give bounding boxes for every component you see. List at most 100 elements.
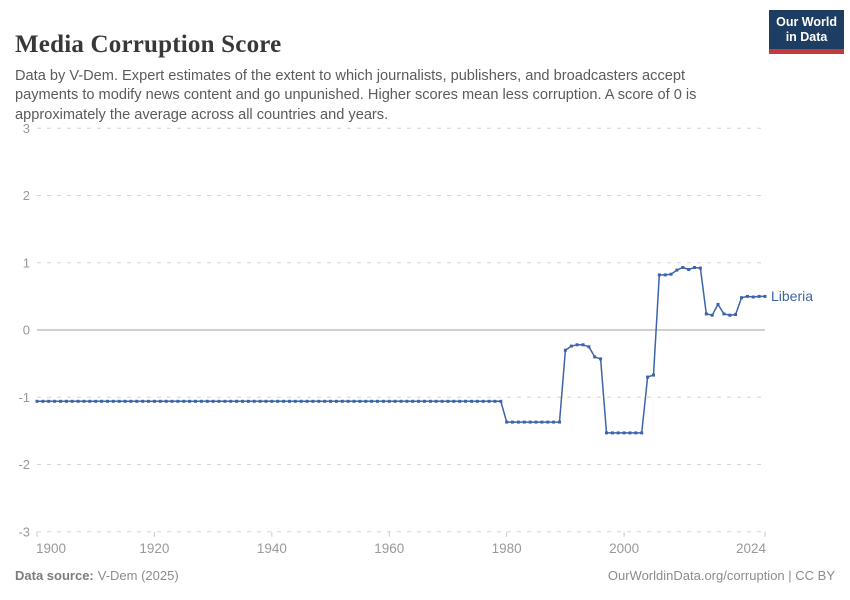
data-point-marker [681,266,685,269]
data-point-marker [558,420,561,424]
data-point-marker [534,420,538,424]
y-axis-tick-label: -3 [18,524,30,539]
owid-logo-line1: Our World [776,15,837,29]
data-point-marker [745,294,749,298]
data-point-marker [276,399,280,403]
data-point-marker [687,268,691,271]
data-point-marker [417,399,421,403]
y-axis-tick-label: 2 [23,188,30,203]
owid-logo-line2: in Data [785,29,828,44]
data-point-marker [704,312,708,316]
data-point-marker [663,273,667,277]
data-point-marker [282,399,286,403]
data-point-marker [270,399,274,403]
data-point-marker [164,399,168,403]
data-point-marker [505,420,509,424]
data-point-marker [235,399,239,403]
data-point-marker [340,399,344,403]
data-point-marker [311,399,315,403]
data-point-marker [399,399,403,403]
data-point-marker [487,399,491,403]
data-point-marker [135,399,139,403]
data-point-marker [35,399,39,403]
data-point-marker [70,399,74,403]
data-point-marker [288,399,291,403]
x-axis-tick-label: 1920 [139,541,169,556]
data-point-marker [616,431,620,435]
data-point-marker [693,266,696,269]
data-point-marker [528,420,532,424]
data-point-marker [100,399,104,403]
data-source: Data source: V-Dem (2025) [15,568,179,583]
data-point-marker [346,399,350,403]
x-axis-tick-label: 1980 [492,541,522,556]
data-point-marker [241,399,244,403]
y-axis-tick-label: 0 [23,323,30,338]
y-axis-tick-label: 1 [23,255,30,270]
data-point-marker [646,375,650,379]
data-source-label: Data source: [15,568,94,583]
data-point-marker [199,399,203,403]
data-point-marker [364,399,368,403]
data-point-marker [522,420,526,424]
data-point-marker [470,399,473,403]
series-line-liberia[interactable] [37,266,765,434]
data-point-marker [575,343,579,347]
data-point-marker [734,313,738,316]
data-point-marker [299,399,303,403]
data-point-marker [323,399,327,403]
data-point-marker [82,399,86,403]
data-point-marker [123,399,127,403]
data-point-marker [246,399,250,403]
data-point-marker [675,268,679,272]
data-point-marker [710,313,714,317]
data-point-marker [728,313,732,317]
data-point-marker [258,399,262,403]
data-point-marker [751,295,755,299]
data-point-marker [147,399,150,403]
data-point-marker [757,294,761,298]
data-point-marker [205,399,209,403]
data-point-marker [376,399,379,403]
data-point-marker [669,272,673,276]
data-point-marker [423,399,426,403]
data-point-marker [393,399,397,403]
data-point-marker [358,399,362,403]
data-point-marker [652,373,655,377]
data-point-marker [475,399,479,403]
data-point-marker [94,399,98,403]
data-point-marker [252,399,256,403]
chart-footer: Data source: V-Dem (2025) OurWorldinData.… [15,568,835,583]
data-point-marker [88,399,92,403]
x-axis-tick-label: 2000 [609,541,639,556]
data-point-marker [634,431,638,435]
owid-logo[interactable]: Our World in Data [769,10,844,54]
x-axis-tick-label: 2024 [736,541,767,556]
data-point-marker [540,420,544,424]
data-point-marker [129,399,133,403]
data-point-marker [716,302,720,306]
data-point-marker [405,399,409,403]
data-point-marker [334,399,338,403]
owid-credit: OurWorldinData.org/corruption | CC BY [607,568,835,583]
data-point-marker [599,357,603,361]
data-point-marker [293,399,297,403]
data-point-marker [223,399,227,403]
data-point-marker [434,399,438,403]
data-point-marker [546,420,550,424]
data-point-marker [317,399,321,403]
data-point-marker [552,420,556,424]
data-point-marker [587,345,591,349]
data-point-marker [305,399,309,403]
data-point-marker [698,266,702,270]
data-point-marker [593,355,597,359]
data-point-marker [605,431,608,435]
data-point-marker [657,273,661,277]
data-point-marker [59,399,62,403]
data-point-marker [152,399,156,403]
series-entity-label[interactable]: Liberia [771,288,813,304]
data-point-marker [428,399,432,403]
data-point-marker [458,399,462,403]
data-point-marker [581,343,585,347]
